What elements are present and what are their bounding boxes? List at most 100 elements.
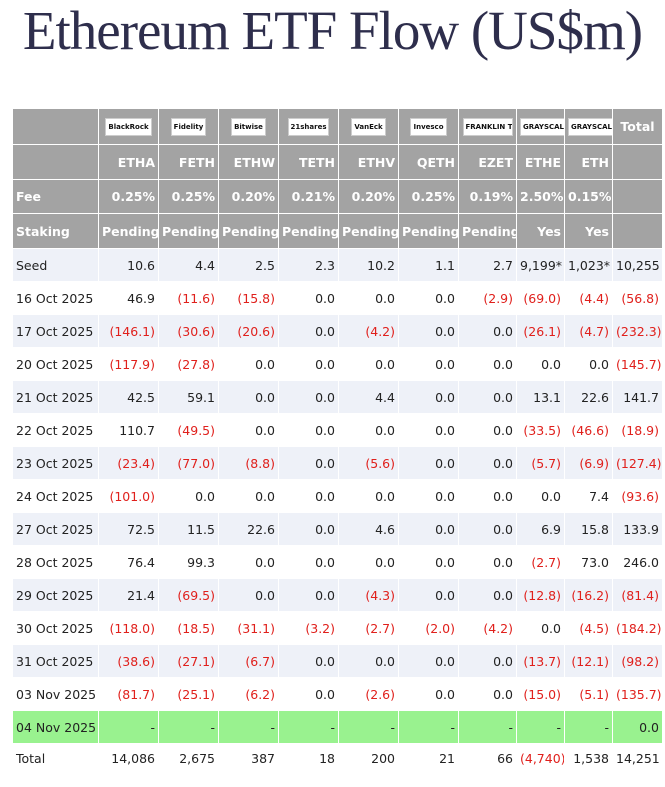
flow-value: 0.0 xyxy=(398,380,459,414)
empty-cell xyxy=(612,213,663,249)
logo-row: BlackRock Fidelity Bitwise 21shares VanEck In… xyxy=(12,108,663,145)
flow-value: (93.6) xyxy=(612,479,663,513)
row-label: Total xyxy=(12,743,99,773)
flow-value: 0.0 xyxy=(338,413,399,447)
flow-value: (8.8) xyxy=(218,446,279,480)
flow-value: (15.0) xyxy=(516,677,565,711)
flow-value: (81.4) xyxy=(612,578,663,612)
flow-value: (18.9) xyxy=(612,413,663,447)
flow-value: 0.0 xyxy=(458,512,517,546)
row-label: 27 Oct 2025 xyxy=(12,512,99,546)
fee-value: 2.50% xyxy=(516,179,565,214)
ticker: TETH xyxy=(278,144,339,180)
flow-value: 0.0 xyxy=(338,644,399,678)
flow-value: (81.7) xyxy=(98,677,159,711)
flow-value: 22.6 xyxy=(218,512,279,546)
flow-value: 0.0 xyxy=(218,545,279,579)
flow-value: - xyxy=(98,710,159,744)
total-header: Total xyxy=(612,108,663,145)
ticker: ETHE xyxy=(516,144,565,180)
fee-value: 0.20% xyxy=(338,179,399,214)
flow-value: 0.0 xyxy=(398,644,459,678)
flow-value: (4.3) xyxy=(338,578,399,612)
flow-value: - xyxy=(338,710,399,744)
flow-value: 133.9 xyxy=(612,512,663,546)
flow-value: 0.0 xyxy=(398,512,459,546)
issuer-logo: Bitwise xyxy=(231,117,266,136)
flow-value: (26.1) xyxy=(516,314,565,348)
flow-value: (5.1) xyxy=(564,677,613,711)
flow-value: 4.4 xyxy=(338,380,399,414)
flow-value: 13.1 xyxy=(516,380,565,414)
flow-value: 0.0 xyxy=(218,380,279,414)
flow-value: 0.0 xyxy=(458,347,517,381)
staking-value: Pending xyxy=(338,213,399,249)
ticker: ETHV xyxy=(338,144,399,180)
flow-value: 0.0 xyxy=(516,479,565,513)
flow-value: (4.7) xyxy=(564,314,613,348)
flow-value: (2.7) xyxy=(338,611,399,645)
flow-value: 42.5 xyxy=(98,380,159,414)
issuer-logo: GRAYSCALE xyxy=(568,117,612,136)
flow-value: (12.8) xyxy=(516,578,565,612)
row-label: 23 Oct 2025 xyxy=(12,446,99,480)
flow-value: 0.0 xyxy=(564,347,613,381)
flow-value: (118.0) xyxy=(98,611,159,645)
ticker-row: ETHA FETH ETHW TETH ETHV QETH EZET ETHE ETH xyxy=(12,144,663,180)
fee-value: 0.20% xyxy=(218,179,279,214)
flow-value: 0.0 xyxy=(218,479,279,513)
flow-value: 1,538 xyxy=(564,743,613,773)
flow-value: 4.4 xyxy=(158,248,219,282)
fee-value: 0.25% xyxy=(158,179,219,214)
flow-value: 0.0 xyxy=(458,545,517,579)
flow-value: 21 xyxy=(398,743,459,773)
flow-value: (49.5) xyxy=(158,413,219,447)
row-label: Staking xyxy=(12,213,99,249)
flow-row: 27 Oct 2025 72.5 11.5 22.6 0.0 4.6 0.0 0.0 6.9 15… xyxy=(12,512,663,546)
flow-value: 246.0 xyxy=(612,545,663,579)
flow-value: (69.0) xyxy=(516,281,565,315)
flow-value: 0.0 xyxy=(458,479,517,513)
staking-value: Pending xyxy=(98,213,159,249)
flow-value: (145.7) xyxy=(612,347,663,381)
flow-value: (135.7) xyxy=(612,677,663,711)
flow-value: 10.6 xyxy=(98,248,159,282)
empty-cell xyxy=(612,179,663,214)
flow-value: 0.0 xyxy=(278,446,339,480)
flow-value: (31.1) xyxy=(218,611,279,645)
flow-value: (2.6) xyxy=(338,677,399,711)
flow-value: (5.7) xyxy=(516,446,565,480)
flow-value: 0.0 xyxy=(338,545,399,579)
flow-value: 99.3 xyxy=(158,545,219,579)
flow-value: (11.6) xyxy=(158,281,219,315)
flow-value: 18 xyxy=(278,743,339,773)
flow-value: 0.0 xyxy=(398,578,459,612)
flow-value: 46.9 xyxy=(98,281,159,315)
flow-value: 2.7 xyxy=(458,248,517,282)
flow-value: 4.6 xyxy=(338,512,399,546)
flow-value: 66 xyxy=(458,743,517,773)
flow-value: - xyxy=(516,710,565,744)
fee-value: 0.25% xyxy=(98,179,159,214)
flow-row: 21 Oct 2025 42.5 59.1 0.0 0.0 4.4 0.0 0.0 13.1 22… xyxy=(12,380,663,414)
flow-value: 14,086 xyxy=(98,743,159,773)
flow-value: (184.2) xyxy=(612,611,663,645)
flow-value: 1.1 xyxy=(398,248,459,282)
flow-value: (25.1) xyxy=(158,677,219,711)
flow-row: Seed 10.6 4.4 2.5 2.3 10.2 1.1 2.7 9,199* 1,023* 1… xyxy=(12,248,663,282)
flow-value: - xyxy=(218,710,279,744)
flow-value: (30.6) xyxy=(158,314,219,348)
flow-value: 141.7 xyxy=(612,380,663,414)
row-label: 29 Oct 2025 xyxy=(12,578,99,612)
flow-value: 0.0 xyxy=(338,347,399,381)
ticker: ETHA xyxy=(98,144,159,180)
flow-value: 0.0 xyxy=(398,281,459,315)
flow-value: 0.0 xyxy=(278,347,339,381)
flow-value: 0.0 xyxy=(278,380,339,414)
flow-value: 0.0 xyxy=(158,479,219,513)
flow-value: 0.0 xyxy=(218,578,279,612)
staking-value: Pending xyxy=(398,213,459,249)
row-label: 31 Oct 2025 xyxy=(12,644,99,678)
flow-value: (23.4) xyxy=(98,446,159,480)
